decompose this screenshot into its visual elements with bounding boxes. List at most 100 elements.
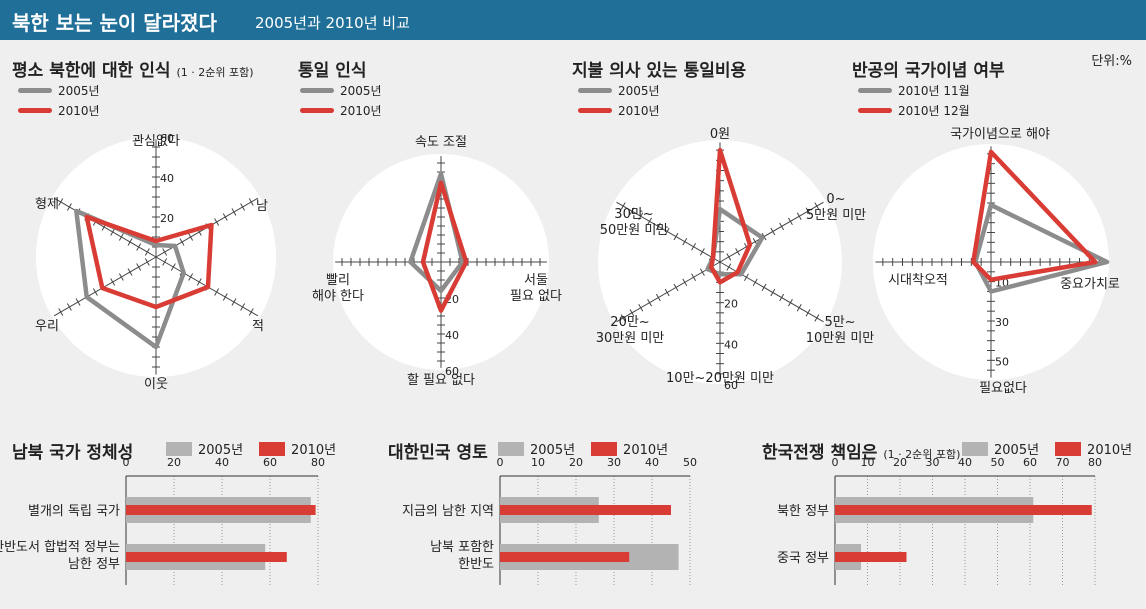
radar-tick — [814, 202, 820, 210]
radar-tick-label: 40 — [160, 172, 174, 185]
bar-tick-label: 40 — [958, 456, 972, 469]
legend-label: 2010년 — [618, 103, 660, 118]
radar-tick — [136, 243, 142, 251]
chart-title: 통일 인식 — [298, 56, 366, 81]
bar-tick-label: 20 — [167, 456, 181, 469]
radar-series-2010 — [971, 149, 1098, 282]
radar-tick — [248, 308, 254, 316]
radar-tick — [127, 268, 133, 276]
radar-tick-label: 20 — [724, 298, 738, 311]
bar-category-label: 별개의 독립 국가 — [28, 504, 120, 519]
radar-tick — [162, 258, 168, 266]
chart-title-text: 지불 의사 있는 통일비용 — [572, 61, 747, 81]
radar-axis-label: 관심없다 — [132, 134, 180, 149]
radar-tick-label: 40 — [724, 338, 738, 351]
bar-tick-label: 40 — [645, 456, 659, 469]
radar-tick — [743, 273, 749, 281]
radar-tick — [638, 212, 644, 220]
radar-tick — [805, 207, 811, 215]
legend: 2005년 2010년 — [482, 439, 668, 458]
radar-tick — [655, 222, 661, 231]
radar-tick — [620, 202, 626, 210]
legend-swatch-2010 — [300, 107, 334, 113]
radar-tick — [788, 298, 793, 307]
radar-tick — [170, 263, 176, 271]
radar-tick — [179, 238, 185, 246]
legend-label: 2005년 — [58, 83, 100, 98]
radar-tick — [814, 314, 820, 322]
legend-label: 2005년 — [198, 443, 244, 458]
chart-title: 지불 의사 있는 통일비용 — [572, 56, 746, 81]
bar-tick-label: 0 — [497, 456, 504, 469]
bar-category-label: 지금의 남한 지역 — [402, 504, 494, 519]
radar-tick — [144, 258, 150, 266]
radar-axis-label: 필요없다 — [979, 381, 1027, 396]
radar-tick — [240, 303, 246, 311]
bar-2010 — [126, 552, 287, 562]
radar-axis-label: 우리 — [35, 319, 59, 334]
bar-2010 — [835, 552, 907, 562]
radar-tick — [664, 288, 670, 297]
radar-tick — [127, 238, 133, 246]
bar-tick-label: 10 — [531, 456, 545, 469]
radar-tick — [796, 304, 802, 312]
radar-axis-label: 10만~20만원 미만 — [666, 371, 774, 386]
radar-axis-label: 5만~ 10만원 미만 — [806, 315, 875, 346]
radar-series-2005 — [74, 208, 186, 350]
radar-tick — [214, 218, 220, 226]
bar-category-label: 한반도서 합법적 정부는 남한 정부 — [0, 540, 120, 572]
bar-tick-label: 30 — [607, 456, 621, 469]
legend: 2005년 2010년 — [300, 80, 382, 120]
radar-tick-label: 50 — [995, 355, 1009, 368]
legend-swatch-2005 — [962, 442, 988, 456]
legend-swatch-2005 — [300, 87, 334, 93]
radar-tick — [240, 203, 246, 211]
bar-category-label: 남북 포함한 한반도 — [430, 540, 494, 572]
chart-title: 평소 북한에 대한 인식 (1 · 2순위 포함) — [12, 56, 253, 81]
bar-2010 — [500, 505, 671, 515]
page-title: 북한 보는 눈이 달라졌다 — [12, 11, 217, 35]
legend-label: 2005년 — [530, 443, 576, 458]
bar-2010 — [500, 552, 630, 562]
radar-tick — [136, 263, 142, 271]
radar-axis-label: 중요가치로 — [1060, 277, 1120, 292]
radar-tick — [214, 288, 220, 296]
radar-series-2010 — [708, 147, 753, 285]
chart-title: 남북 국가 정체성 — [12, 438, 133, 463]
bar-tick-label: 50 — [683, 456, 697, 469]
chart-note: (1 · 2순위 포함) — [883, 448, 961, 461]
chart-title-text: 통일 인식 — [298, 61, 367, 81]
legend-label: 2010년 11월 — [898, 83, 970, 98]
legend-label: 2010년 — [58, 103, 100, 118]
radar-tick — [75, 298, 81, 306]
legend-label: 2010년 — [1087, 443, 1133, 458]
radar-tick — [118, 273, 124, 281]
radar-axis-label: 국가이념으로 해야 — [950, 127, 1050, 142]
radar-tick — [726, 263, 732, 271]
radar-axis-label: 속도 조절 — [415, 135, 467, 150]
legend-swatch-2005 — [166, 442, 192, 456]
chart-title-text: 남북 국가 정체성 — [12, 443, 134, 463]
radar-tick — [58, 308, 64, 316]
radar-tick — [699, 268, 705, 276]
legend: 2010년 11월 2010년 12월 — [858, 80, 970, 120]
chart-title-text: 반공의 국가이념 여부 — [852, 61, 1005, 81]
bar-tick-label: 50 — [991, 456, 1005, 469]
radar-tick — [222, 213, 228, 221]
radar-series-2010 — [420, 180, 469, 313]
radar-tick — [726, 253, 732, 261]
radar-tick — [699, 248, 705, 256]
radar-tick — [629, 207, 635, 215]
bar-tick-label: 0 — [123, 456, 130, 469]
radar-tick — [66, 303, 72, 311]
unit-label: 단위:% — [1091, 54, 1132, 69]
radar-tick — [664, 227, 670, 236]
legend-swatch-2010 — [18, 107, 52, 113]
bar-tick-label: 80 — [1088, 456, 1102, 469]
radar-tick — [629, 309, 635, 317]
radar-axis-label: 서둘 필요 없다 — [510, 273, 562, 304]
radar-tick — [110, 278, 116, 286]
radar-tick — [248, 198, 254, 206]
